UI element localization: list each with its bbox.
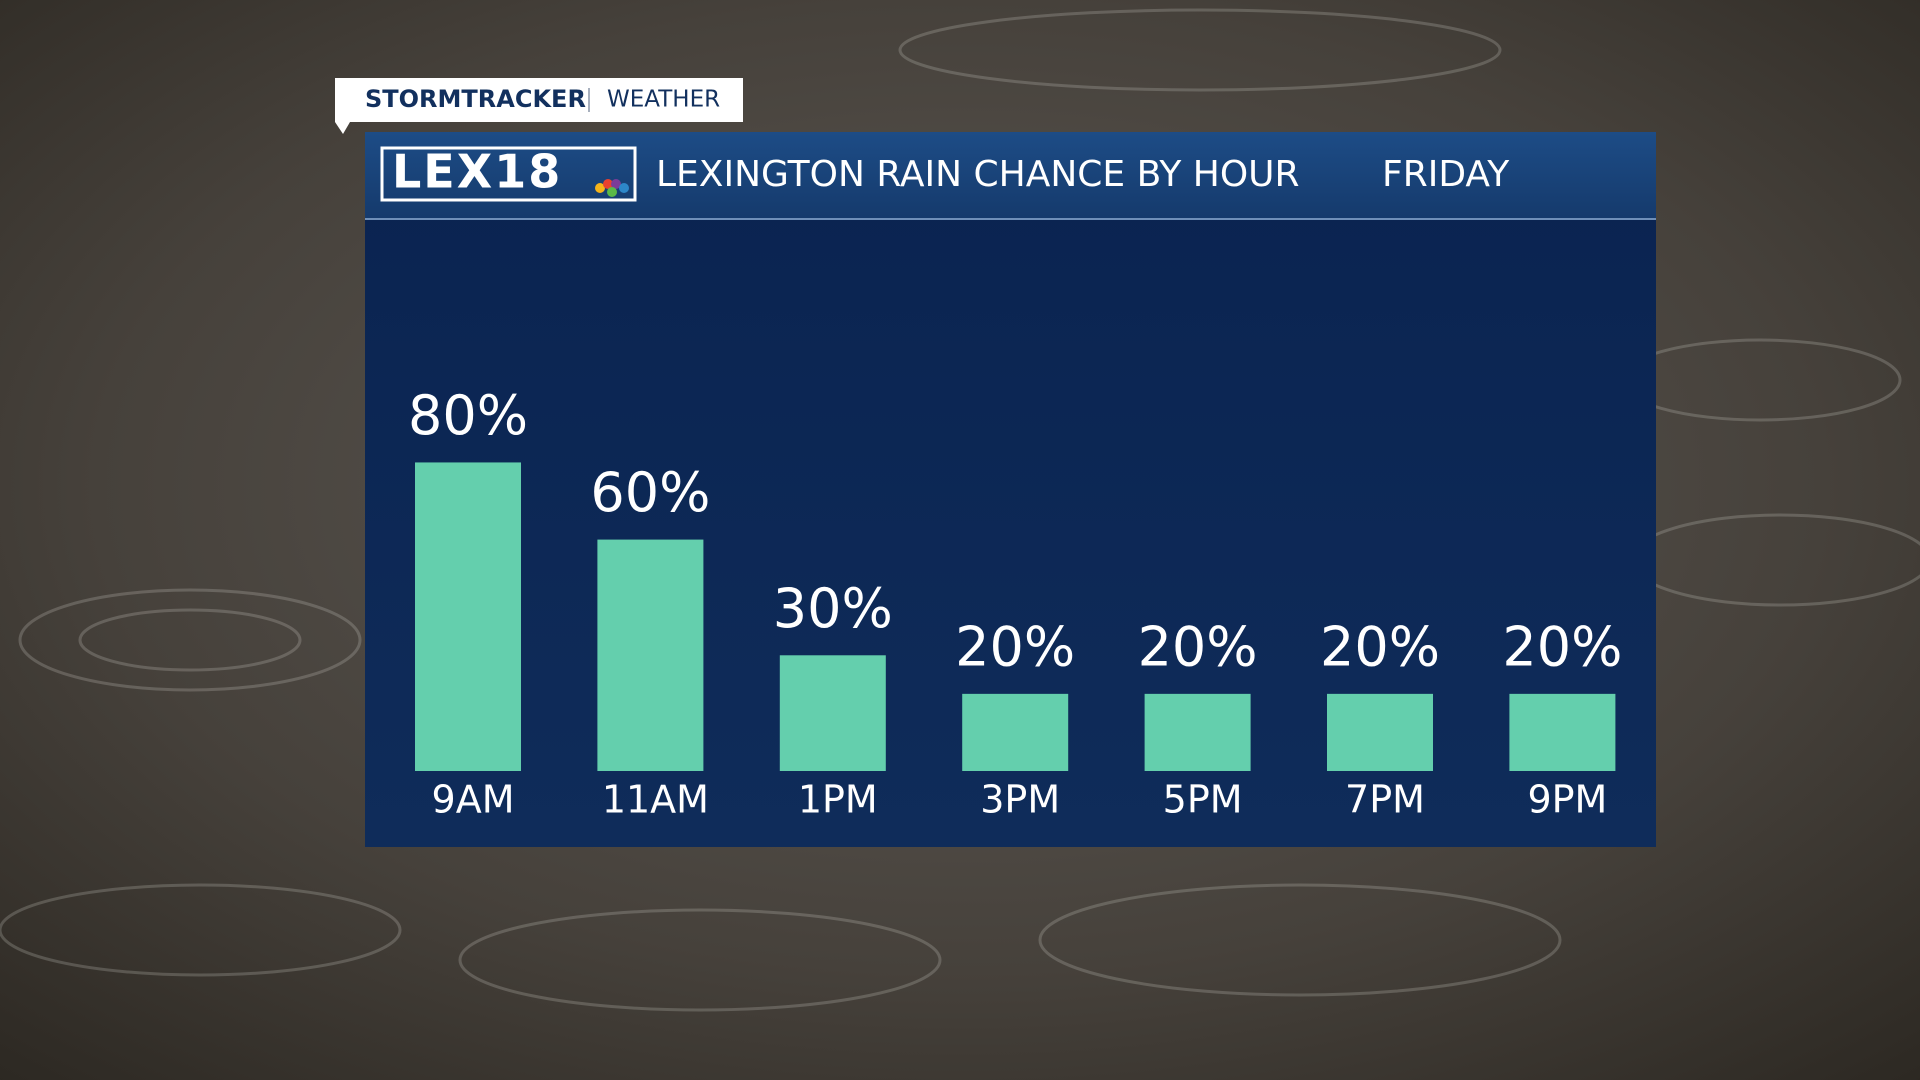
logo-box: [380, 146, 637, 202]
value-label: 20%: [1320, 616, 1440, 679]
category-label: 5PM: [1163, 778, 1243, 822]
show-tab: [335, 78, 743, 134]
value-label: 20%: [1502, 616, 1622, 679]
bar: [779, 655, 886, 771]
category-label: 1PM: [798, 778, 878, 822]
bar: [597, 539, 704, 771]
value-label: 60%: [590, 461, 710, 524]
plot: 80% 9AM 60% 11AM 30% 1PM 20% 3PM 20% 5PM 20% 7PM 20%…: [408, 384, 1622, 821]
bar: [1144, 693, 1251, 771]
category-label: 9PM: [1527, 778, 1607, 822]
bar: [1327, 693, 1433, 771]
value-label: 30%: [773, 577, 893, 640]
category-label: 3PM: [980, 778, 1060, 822]
chart-title: LEXINGTON RAIN CHANCE BY HOUR: [656, 154, 1300, 195]
value-label: 20%: [955, 616, 1075, 679]
value-label: 20%: [1138, 616, 1258, 679]
bar: [1509, 693, 1616, 771]
peacock-icon: [595, 179, 629, 197]
category-label: 7PM: [1345, 778, 1425, 822]
section-name: WEATHER: [607, 87, 720, 113]
show-name: STORMTRACKER: [365, 85, 586, 113]
logo: LEX18: [392, 145, 562, 199]
category-label: 9AM: [432, 778, 515, 822]
rain-ripples: [0, 8, 1920, 1012]
bar: [415, 462, 521, 771]
category-label: 11AM: [602, 778, 709, 822]
bar: [962, 693, 1069, 771]
chart-subtitle: FRIDAY: [1382, 154, 1510, 195]
value-label: 80%: [408, 384, 528, 447]
